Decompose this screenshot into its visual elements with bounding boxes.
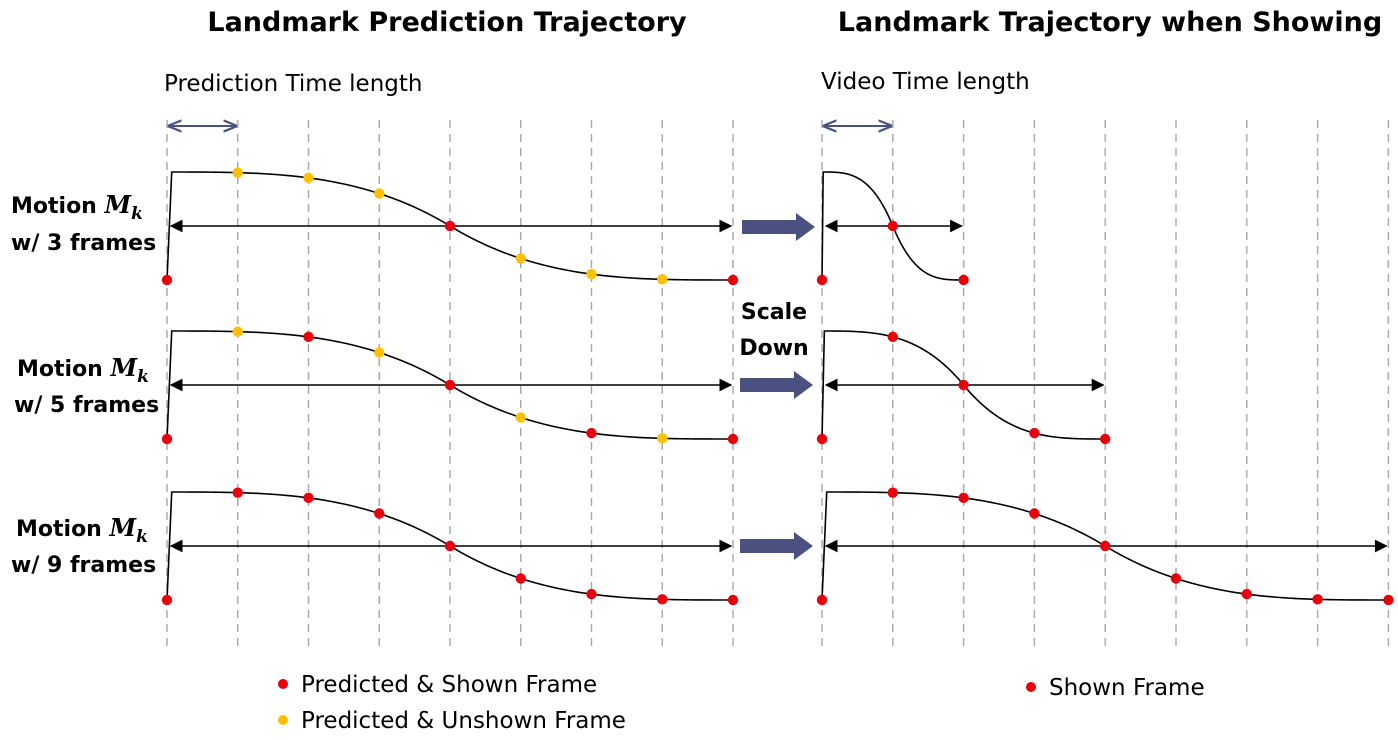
shown-frame-dot (887, 220, 898, 232)
unshown-frame-dot (657, 433, 668, 444)
shown-frame-dot (161, 433, 173, 445)
shown-frame-dot (444, 379, 456, 391)
shown-frame-dot (444, 540, 456, 552)
row-label-motion: Motion (16, 517, 102, 542)
left-title: Landmark Prediction Trajectory (207, 7, 687, 38)
shown-frame-dot (657, 594, 668, 605)
scale-down-label-line1: Scale (741, 300, 807, 325)
legend-shown-dot (278, 679, 288, 689)
shown-frame-dot (727, 594, 739, 606)
row-3-plots (161, 487, 1394, 606)
right-gridlines (821, 120, 1390, 650)
shown-frame-dot (1312, 594, 1323, 605)
legend-right: Shown Frame (1026, 675, 1205, 701)
unshown-frame-dot (515, 412, 526, 423)
shown-frame-dot (1383, 594, 1394, 606)
shown-frame-dot (1029, 508, 1040, 519)
shown-frame-dot (1170, 573, 1182, 584)
row-label-motion: Motion (17, 357, 103, 382)
shown-frame-dot (232, 487, 243, 498)
shown-frame-dot (303, 492, 314, 504)
scale-arrow-row-2 (740, 371, 813, 399)
unshown-frame-dot (515, 253, 526, 264)
shown-frame-dot (958, 492, 969, 504)
shown-frame-dot (444, 220, 456, 232)
unshown-frame-dot (232, 167, 243, 178)
motion-symbol-sub: k (137, 367, 149, 387)
legend-right-shown-dot (1026, 682, 1036, 692)
motion-symbol: M (110, 353, 139, 382)
shown-frame-dot (161, 594, 173, 606)
row-2-plots (161, 326, 1111, 445)
motion-symbol: M (104, 190, 133, 219)
legend-shown-label: Predicted & Shown Frame (301, 672, 597, 698)
shown-frame-dot (816, 594, 828, 606)
shown-frame-dot (586, 427, 597, 439)
shown-frame-dot (303, 331, 314, 343)
row-label-1: Motion Mk w/ 3 frames (11, 190, 156, 256)
row-label-2: Motion Mk w/ 5 frames (14, 353, 159, 418)
shown-frame-dot (727, 274, 739, 286)
motion-symbol: M (109, 513, 138, 542)
unshown-frame-dot (374, 347, 385, 358)
row-label-3: Motion Mk w/ 9 frames (11, 513, 156, 578)
unshown-frame-dot (232, 326, 243, 337)
shown-frame-dot (1100, 540, 1111, 552)
legend-unshown-dot (278, 715, 288, 725)
scale-arrow-row-3 (740, 532, 813, 560)
shown-frame-dot (1241, 588, 1253, 600)
scale-down-label-line2: Down (739, 336, 808, 361)
shown-frame-dot (816, 274, 828, 286)
left-gridlines (166, 120, 734, 650)
shown-frame-dot (887, 331, 898, 343)
unshown-frame-dot (657, 274, 668, 285)
shown-frame-dot (374, 508, 385, 519)
shown-frame-dot (958, 379, 969, 391)
right-subtitle: Video Time length (821, 69, 1030, 95)
shown-frame-dot (958, 274, 969, 286)
legend-left: Predicted & Shown Frame Predicted & Unsh… (278, 672, 626, 734)
svg-text:Motion Mk: Motion Mk (17, 353, 149, 387)
legend-unshown-label: Predicted & Unshown Frame (301, 708, 626, 734)
row-label-motion: Motion (11, 194, 97, 219)
scale-arrow-row-1 (742, 213, 815, 241)
shown-frame-dot (816, 433, 828, 445)
unshown-frame-dot (303, 172, 314, 184)
motion-symbol-sub: k (136, 527, 148, 547)
unshown-frame-dot (586, 268, 597, 280)
shown-frame-dot (1100, 433, 1111, 445)
svg-text:Motion Mk: Motion Mk (11, 190, 143, 224)
shown-frame-dot (727, 433, 739, 445)
row-label-frames: w/ 5 frames (14, 393, 159, 418)
row-1-plots (161, 167, 969, 286)
shown-frame-dot (161, 274, 173, 286)
legend-right-shown-label: Shown Frame (1049, 675, 1205, 701)
row-label-frames: w/ 3 frames (11, 231, 156, 256)
shown-frame-dot (515, 573, 526, 584)
row-label-frames: w/ 9 frames (11, 553, 156, 578)
trajectory-plots (161, 167, 1394, 606)
svg-text:Motion Mk: Motion Mk (16, 513, 148, 547)
left-subtitle: Prediction Time length (164, 71, 422, 97)
shown-frame-dot (1029, 427, 1040, 439)
unshown-frame-dot (374, 188, 385, 199)
right-title: Landmark Trajectory when Showing (838, 7, 1382, 38)
shown-frame-dot (586, 588, 597, 600)
motion-symbol-sub: k (131, 204, 143, 224)
shown-frame-dot (887, 487, 898, 498)
